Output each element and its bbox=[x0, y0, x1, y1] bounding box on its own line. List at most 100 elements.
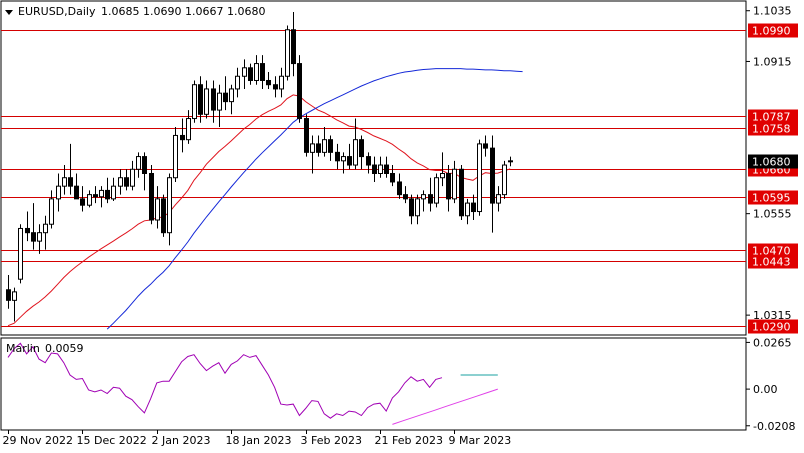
fast-moving-average-line bbox=[7, 94, 511, 327]
bullish-candle-body bbox=[136, 156, 141, 170]
bullish-candle-body bbox=[353, 139, 358, 166]
bearish-candle-body bbox=[105, 189, 110, 200]
current-price-label: 1.0680 bbox=[752, 156, 791, 169]
level-price-label: 1.0443 bbox=[752, 256, 791, 269]
bearish-candle-body bbox=[316, 143, 321, 153]
bearish-candle-body bbox=[446, 172, 451, 200]
level-price-label: 1.0595 bbox=[752, 192, 791, 205]
bearish-candle-body bbox=[74, 185, 79, 200]
indicator-name: Marlin bbox=[6, 342, 40, 355]
collapse-triangle-icon[interactable] bbox=[5, 10, 13, 15]
horizontal-levels bbox=[1, 30, 746, 327]
bearish-candle-body bbox=[161, 198, 166, 234]
bullish-candle-body bbox=[502, 164, 507, 196]
level-price-label: 1.0758 bbox=[752, 123, 791, 136]
bullish-candle-body bbox=[477, 143, 482, 213]
time-tick-label: 3 Feb 2023 bbox=[301, 434, 362, 447]
price-tick-label: 1.0915 bbox=[753, 55, 792, 68]
bearish-candle-body bbox=[372, 164, 377, 174]
bullish-candle-body bbox=[465, 202, 470, 217]
bullish-candle-body bbox=[173, 134, 178, 179]
level-price-box bbox=[748, 319, 798, 334]
price-axis: 1.09901.07871.07581.06601.05951.04701.04… bbox=[746, 5, 798, 334]
bearish-candle-body bbox=[142, 156, 147, 174]
bearish-candle-body bbox=[6, 289, 11, 301]
slow-moving-average-line bbox=[106, 68, 523, 330]
price-pane-frame bbox=[0, 0, 747, 336]
bullish-candle-body bbox=[49, 198, 54, 225]
bearish-candle-body bbox=[390, 172, 395, 183]
level-price-box bbox=[748, 190, 798, 205]
bearish-candle-body bbox=[409, 198, 414, 217]
bearish-candle-body bbox=[25, 227, 30, 234]
bearish-candle-body bbox=[211, 88, 216, 111]
bearish-candle-body bbox=[266, 79, 271, 86]
price-tick-label: 1.1035 bbox=[753, 5, 792, 18]
ohlc-label: 1.0685 1.0690 1.0667 1.0680 bbox=[101, 5, 265, 18]
bullish-candle-body bbox=[18, 227, 23, 280]
bullish-candle-body bbox=[378, 164, 383, 174]
candlesticks bbox=[6, 11, 513, 322]
bearish-candle-body bbox=[471, 202, 476, 213]
oscillator-lines bbox=[7, 342, 498, 425]
indicator-value: 0.0059 bbox=[45, 342, 84, 355]
bullish-candle-body bbox=[186, 118, 191, 141]
bearish-candle-body bbox=[248, 67, 253, 81]
bearish-candle-body bbox=[483, 143, 488, 149]
bullish-candle-body bbox=[322, 139, 327, 153]
bearish-candle-body bbox=[68, 177, 73, 187]
bearish-candle-body bbox=[80, 198, 85, 206]
time-tick-label: 15 Dec 2022 bbox=[77, 434, 147, 447]
level-price-box bbox=[748, 254, 798, 269]
time-tick-label: 2 Jan 2023 bbox=[152, 434, 211, 447]
bullish-candle-body bbox=[192, 84, 197, 120]
bearish-candle-body bbox=[347, 156, 352, 166]
bearish-candle-body bbox=[397, 181, 402, 196]
bullish-candle-body bbox=[440, 172, 445, 179]
price-tick-label: 1.0555 bbox=[753, 208, 792, 221]
bearish-candle-body bbox=[273, 84, 278, 90]
bearish-candle-body bbox=[260, 63, 265, 81]
bullish-candle-body bbox=[99, 189, 104, 198]
bearish-candle-body bbox=[291, 29, 296, 65]
bearish-candle-body bbox=[366, 156, 371, 166]
current-price-box bbox=[748, 154, 798, 169]
bearish-candle-body bbox=[428, 194, 433, 204]
marlin-oscillator-line bbox=[7, 342, 443, 419]
bearish-candle-body bbox=[198, 84, 203, 115]
level-price-label: 1.0990 bbox=[752, 25, 791, 38]
bearish-candle-body bbox=[490, 147, 495, 204]
time-tick-label: 21 Feb 2023 bbox=[375, 434, 443, 447]
bullish-candle-body bbox=[508, 160, 513, 163]
time-axis: 29 Nov 2022 15 Dec 2022 2 Jan 2023 18 Jan 2… bbox=[3, 430, 511, 447]
bullish-candle-body bbox=[87, 194, 92, 206]
bullish-candle-body bbox=[242, 67, 247, 77]
bullish-candle-body bbox=[111, 185, 116, 200]
bearish-candle-body bbox=[93, 194, 98, 198]
bearish-candle-body bbox=[180, 134, 185, 141]
price-tick-label: 1.0315 bbox=[753, 309, 792, 322]
bullish-candle-body bbox=[155, 198, 160, 221]
level-price-box bbox=[748, 121, 798, 136]
level-price-box bbox=[748, 23, 798, 38]
bullish-candle-body bbox=[279, 75, 284, 90]
bullish-candle-body bbox=[310, 143, 315, 153]
bearish-candle-body bbox=[335, 151, 340, 162]
bearish-candle-body bbox=[459, 168, 464, 217]
bullish-candle-body bbox=[43, 223, 48, 234]
bullish-candle-body bbox=[415, 198, 420, 217]
level-price-label: 1.0290 bbox=[752, 321, 791, 334]
bullish-candle-body bbox=[204, 88, 209, 115]
bearish-candle-body bbox=[403, 194, 408, 200]
oscillator-tick-label: 0.0265 bbox=[753, 336, 792, 349]
bearish-candle-body bbox=[359, 139, 364, 158]
bullish-candle-body bbox=[285, 29, 290, 77]
bullish-candle-body bbox=[452, 168, 457, 200]
bullish-candle-body bbox=[254, 63, 259, 81]
bearish-candle-body bbox=[328, 139, 333, 153]
bullish-candle-body bbox=[167, 177, 172, 234]
bearish-candle-body bbox=[149, 172, 154, 221]
bullish-candle-body bbox=[118, 177, 123, 187]
time-tick-label: 29 Nov 2022 bbox=[3, 434, 73, 447]
